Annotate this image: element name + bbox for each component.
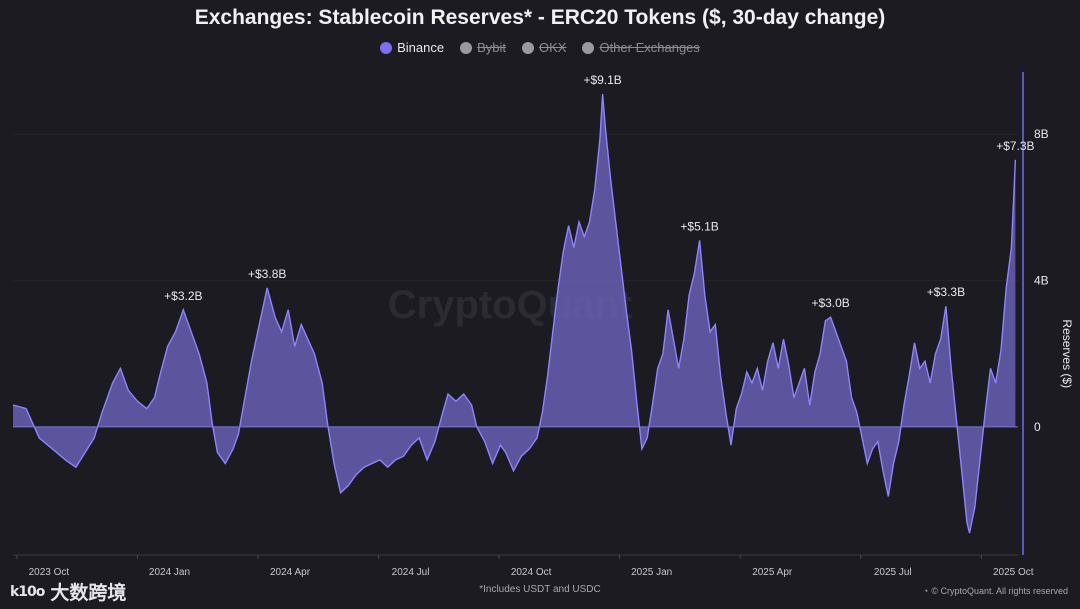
credit-text: © CryptoQuant. All rights reserved [931,586,1068,596]
legend-item-bybit[interactable]: Bybit [460,40,506,55]
series-area-binance [13,94,1016,533]
peak-annotation: +$3.3B [927,285,965,299]
credit: ◔ © CryptoQuant. All rights reserved [923,586,1068,596]
legend-item-binance[interactable]: Binance [380,40,444,55]
logo: k10o 大数跨境 [10,578,126,605]
legend-item-other-exchanges[interactable]: Other Exchanges [582,40,700,55]
x-tick-label: 2025 Jul [874,567,912,578]
chart-legend: Binance Bybit OKX Other Exchanges [0,40,1080,55]
peak-annotation: +$3.2B [164,289,202,303]
x-tick-label: 2024 Jan [149,567,190,578]
cryptoquant-mark-icon: ◔ [922,586,929,596]
peak-annotation: +$7.3B [996,139,1034,153]
series-line-binance [12,93,1017,534]
legend-label: Binance [397,40,445,55]
legend-dot-icon [380,41,393,54]
x-tick-label: 2025 Jan [631,567,672,578]
x-tick-label: 2024 Jul [392,567,430,578]
x-tick-label: 2023 Oct [29,567,70,578]
legend-label: Other Exchanges [599,40,700,55]
legend-dot-icon [460,41,473,54]
y-axis-label: Reserves ($) [1060,319,1074,388]
x-tick-label: 2025 Apr [752,567,793,578]
legend-item-okx[interactable]: OKX [521,40,567,55]
y-tick-label: 8B [1034,127,1049,141]
legend-label: Bybit [477,40,506,55]
chart-title: Exchanges: Stablecoin Reserves* - ERC20 … [194,6,886,29]
x-tick-label: 2024 Apr [270,567,311,578]
x-tick-label: 2025 Oct [993,567,1034,578]
logo-mark-icon: k10o [10,583,45,600]
peak-annotation: +$3.0B [811,296,849,310]
y-tick-label: 0 [1034,420,1041,434]
peak-annotation: +$5.1B [680,219,718,233]
y-tick-label: 4B [1034,274,1049,288]
x-tick-label: 2024 Oct [511,567,552,578]
legend-dot-icon [521,41,534,54]
peak-annotation: +$3.8B [248,267,286,281]
peak-annotation: +$9.1B [583,73,621,87]
legend-dot-icon [582,41,595,54]
footnote: *Includes USDT and USDC [479,584,601,595]
logo-text: 大数跨境 [50,583,127,604]
legend-label: OKX [538,40,567,55]
